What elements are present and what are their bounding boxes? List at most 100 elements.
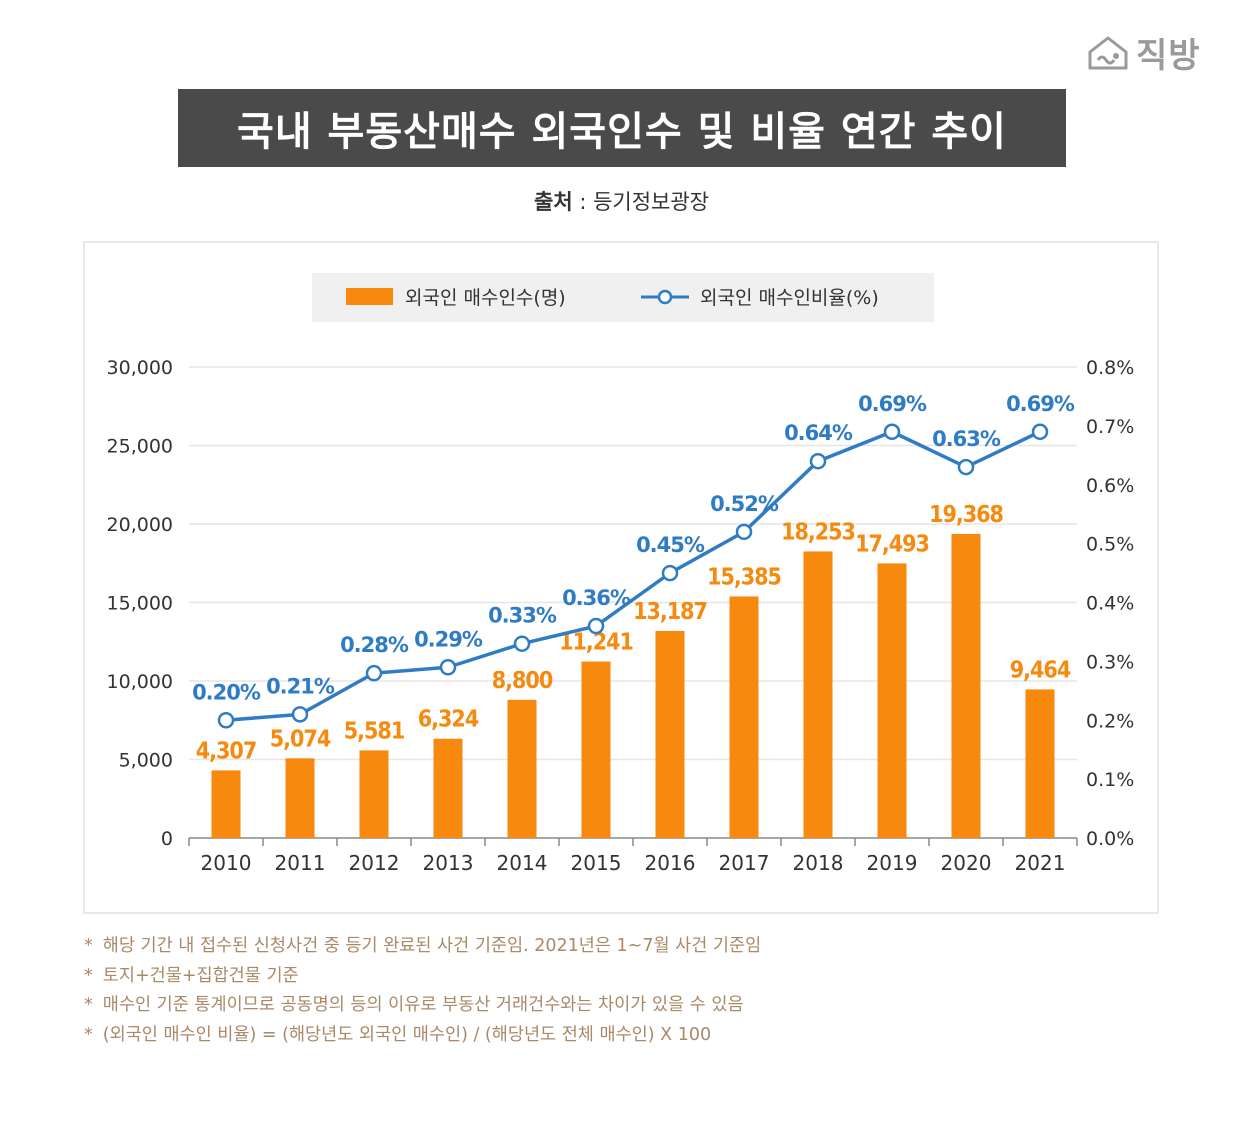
ratio-point (735, 523, 753, 541)
bar (951, 533, 981, 838)
ratio-data-label: 0.28% (340, 633, 409, 657)
x-tick-label: 2021 (1015, 851, 1066, 875)
x-tick-label: 2011 (275, 851, 326, 875)
x-tick-label: 2020 (941, 851, 992, 875)
footnote-text: 해당 기간 내 접수된 신청사건 중 등기 완료된 사건 기준임. 2021년은… (102, 936, 762, 956)
brand-logo: 직방 (1086, 28, 1201, 77)
y-left-tick-label: 10,000 (107, 671, 173, 693)
x-tick-label: 2014 (497, 851, 548, 875)
ratio-point (883, 423, 901, 441)
chart-title: 국내 부동산매수 외국인수 및 비율 연간 추이 (237, 109, 1007, 155)
x-tick-label: 2016 (645, 851, 696, 875)
bar (433, 738, 463, 838)
ratio-point (661, 564, 679, 582)
ratio-data-label: 0.33% (488, 604, 557, 628)
bar-data-label: 4,307 (196, 738, 256, 764)
y-right-tick-label: 0.0% (1086, 828, 1134, 850)
y-left-tick-label: 25,000 (107, 436, 173, 458)
bar (285, 758, 315, 838)
x-tick-label: 2017 (719, 851, 770, 875)
ratio-data-label: 0.29% (414, 627, 483, 651)
source-separator: : (572, 190, 594, 214)
footnotes: * 해당 기간 내 접수된 신청사건 중 등기 완료된 사건 기준임. 2021년… (84, 932, 761, 1050)
legend-line-label: 외국인 매수인비율(%) (700, 287, 879, 309)
ratio-data-label: 0.21% (266, 674, 335, 698)
ratio-point (439, 659, 457, 676)
ratio-data-label: 0.20% (192, 680, 261, 704)
bar-data-label: 19,368 (929, 502, 1003, 528)
title-banner: 국내 부동산매수 외국인수 및 비율 연간 추이 (178, 89, 1066, 167)
x-tick-label: 2015 (571, 851, 622, 875)
y-right-tick-label: 0.4% (1086, 593, 1134, 615)
footnote-text: 토지+건물+집합건물 기준 (102, 965, 299, 986)
bar-data-label: 13,187 (633, 599, 707, 625)
bar-data-label: 17,493 (855, 531, 929, 557)
footnote-marker: * (84, 936, 93, 956)
ratio-data-label: 0.69% (1006, 392, 1075, 416)
ratio-data-label: 0.63% (932, 427, 1001, 451)
y-left-tick-label: 20,000 (107, 514, 173, 536)
source-value: 등기정보광장 (593, 190, 709, 214)
footnote-marker: * (84, 965, 93, 986)
ratio-point (957, 458, 975, 476)
bar-data-label: 6,324 (418, 707, 479, 733)
bar (1025, 689, 1055, 838)
ratio-data-label: 0.69% (858, 392, 927, 416)
ratio-point (217, 712, 235, 729)
bar (359, 750, 389, 838)
footnote-1: * 해당 기간 내 접수된 신청사건 중 등기 완료된 사건 기준임. 2021년… (84, 932, 761, 962)
house-logo-icon (1088, 36, 1128, 69)
ratio-data-label: 0.36% (562, 586, 631, 610)
bar-data-label: 5,581 (344, 718, 404, 744)
bar (211, 770, 241, 838)
ratio-point (291, 706, 309, 723)
footnote-marker: * (84, 995, 93, 1015)
bar-data-label: 8,800 (492, 668, 553, 694)
ratio-point (365, 664, 383, 682)
ratio-point (587, 617, 605, 635)
y-right-tick-label: 0.5% (1086, 534, 1134, 556)
x-tick-label: 2012 (349, 851, 400, 875)
x-tick-label: 2018 (793, 851, 844, 875)
source-line: 출처 : 등기정보광장 (0, 186, 1243, 216)
source-label: 출처 (534, 190, 573, 214)
ratio-point (1031, 423, 1049, 441)
brand-logo-text: 직방 (1136, 36, 1201, 76)
ratio-data-label: 0.52% (710, 492, 779, 516)
y-left-tick-label: 0 (161, 828, 173, 850)
legend-bar-label: 외국인 매수인수(명) (405, 287, 566, 309)
bar (803, 551, 833, 838)
combo-chart: 외국인 매수인수(명) 외국인 매수인비율(%) 0 5,000 10,000 15,00… (107, 273, 1134, 875)
bar-data-label: 5,074 (270, 726, 331, 752)
ratio-point (513, 635, 531, 652)
footnote-4: * (외국인 매수인 비율) = (해당년도 외국인 매수인) / (해당년도 전… (84, 1021, 761, 1051)
y-right-tick-label: 0.6% (1086, 475, 1134, 497)
y-right-tick-label: 0.2% (1086, 710, 1134, 732)
footnote-text: (외국인 매수인 비율) = (해당년도 외국인 매수인) / (해당년도 전체… (102, 1024, 712, 1045)
bar-data-label: 9,464 (1010, 657, 1071, 683)
bar-data-label: 15,385 (707, 564, 781, 590)
chart-frame: 외국인 매수인수(명) 외국인 매수인비율(%) 0 5,000 10,000 15,00… (83, 241, 1159, 914)
x-tick-label: 2010 (201, 851, 252, 875)
ratio-point (809, 452, 827, 470)
ratio-data-label: 0.64% (784, 421, 853, 445)
y-left-tick-label: 30,000 (107, 357, 173, 379)
bar (655, 630, 685, 838)
bar-data-label: 18,253 (781, 519, 855, 545)
legend-line-marker (657, 289, 673, 305)
bar (877, 563, 907, 838)
legend-bar-swatch (346, 288, 393, 305)
y-right-tick-label: 0.7% (1086, 416, 1134, 438)
bar (581, 661, 611, 838)
y-left-tick-label: 15,000 (107, 593, 173, 615)
footnote-marker: * (84, 1024, 93, 1045)
footnote-3: * 매수인 기준 통계이므로 공동명의 등의 이유로 부동산 거래건수와는 차이가… (84, 991, 761, 1021)
footnote-text: 매수인 기준 통계이므로 공동명의 등의 이유로 부동산 거래건수와는 차이가 … (102, 995, 744, 1015)
footnote-2: * 토지+건물+집합건물 기준 (84, 962, 761, 992)
x-tick-label: 2019 (867, 851, 918, 875)
legend-background (312, 273, 934, 322)
y-right-tick-label: 0.8% (1086, 357, 1134, 379)
y-right-tick-label: 0.1% (1086, 769, 1134, 791)
ratio-line (225, 430, 1041, 722)
x-tick-label: 2013 (423, 851, 474, 875)
